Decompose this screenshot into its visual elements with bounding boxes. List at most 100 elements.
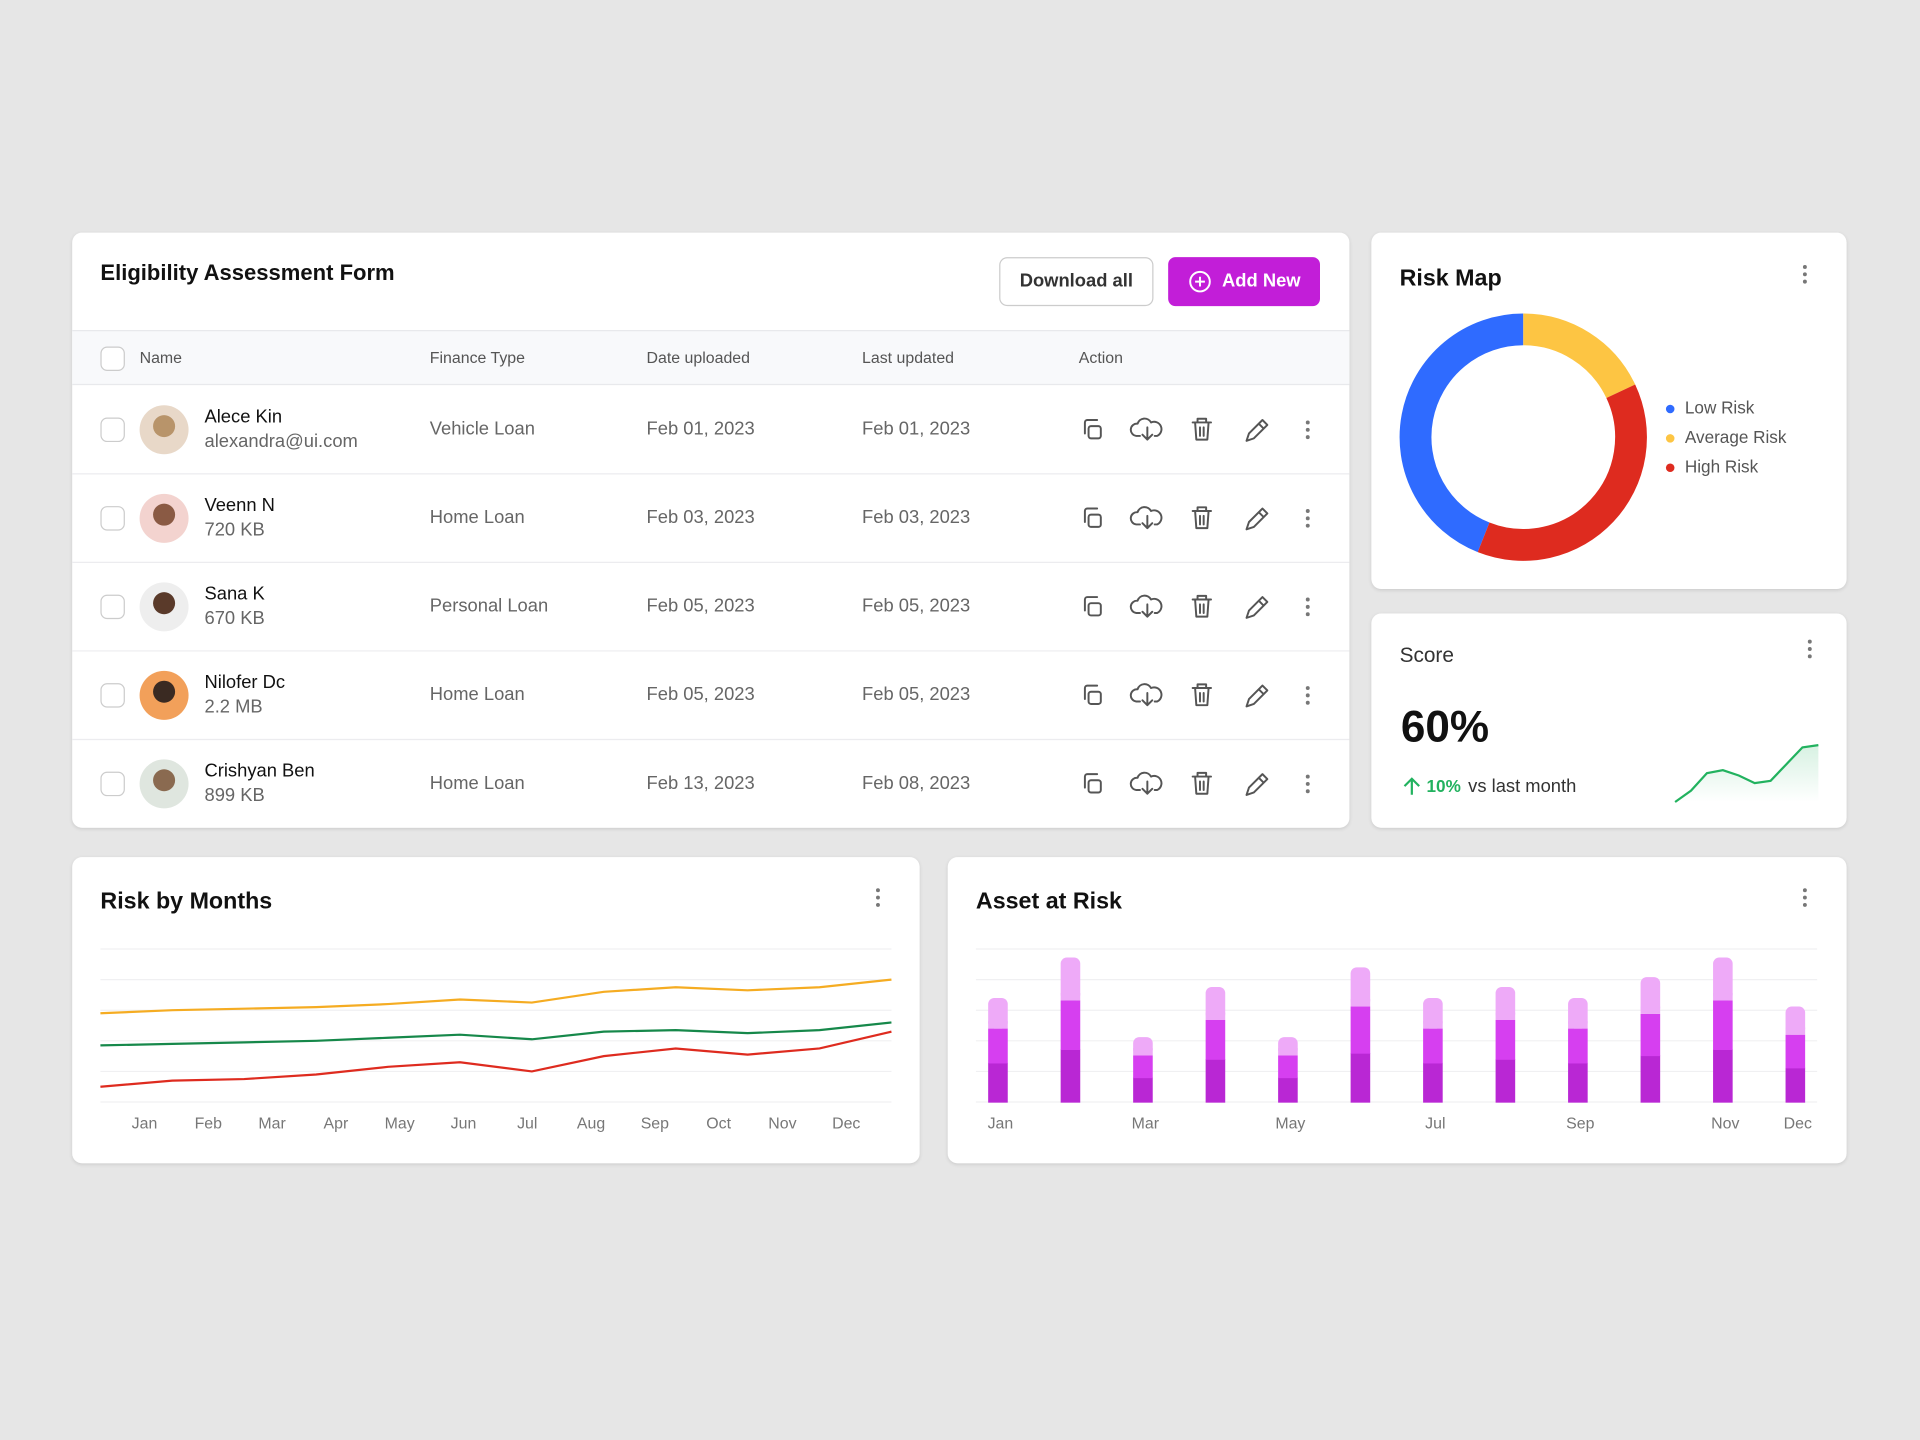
bar-segment-base (1713, 993, 1733, 1001)
copy-icon[interactable] (1083, 684, 1099, 701)
bar-segment (1060, 1049, 1081, 1103)
menu-dot[interactable] (1802, 264, 1807, 269)
menu-dot[interactable] (1305, 435, 1310, 440)
score-change: 10% (1427, 776, 1461, 796)
card-title: Risk by Months (100, 888, 272, 914)
bar-segment (1495, 1059, 1516, 1103)
menu-dot[interactable] (876, 895, 880, 900)
x-tick-label: Sep (1566, 1115, 1594, 1132)
column-header: Action (1079, 350, 1123, 367)
menu-dot[interactable] (1305, 693, 1310, 698)
copy-icon[interactable] (1087, 779, 1102, 794)
edit-icon[interactable] (1245, 507, 1269, 531)
checkbox[interactable] (100, 594, 125, 620)
row-cell: Feb 03, 2023 (862, 506, 970, 527)
bar-segment (1278, 1055, 1298, 1079)
menu-dot[interactable] (1305, 789, 1310, 794)
download-icon[interactable] (1129, 771, 1163, 795)
bar-segment-base (1350, 999, 1371, 1007)
line-series (100, 978, 892, 1015)
menu-dot[interactable] (1305, 420, 1310, 425)
legend-dot (1665, 404, 1675, 414)
download-button[interactable] (999, 257, 1154, 307)
bar-segment (1423, 1028, 1443, 1064)
menu-dot[interactable] (1802, 279, 1807, 284)
bar-segment (1785, 1067, 1806, 1103)
copy-icon[interactable] (1083, 596, 1099, 612)
edit-icon[interactable] (1245, 684, 1269, 708)
bar-segment-base (1640, 1006, 1661, 1014)
menu-dot[interactable] (1305, 523, 1310, 528)
copy-icon[interactable] (1083, 419, 1099, 435)
menu-dot[interactable] (1305, 597, 1310, 602)
menu-dot[interactable] (1305, 427, 1310, 432)
sparkline-area (1675, 745, 1819, 803)
x-tick-label: Dec (1784, 1115, 1812, 1132)
download-icon[interactable] (1129, 506, 1163, 530)
copy-icon[interactable] (1087, 513, 1102, 528)
menu-dot[interactable] (1807, 647, 1812, 651)
bar-segment (1350, 1006, 1371, 1054)
checkbox[interactable] (100, 417, 125, 443)
copy-icon[interactable] (1083, 507, 1099, 523)
card-title: Score (1400, 644, 1454, 667)
row-cell: Home Loan (430, 772, 525, 793)
bar-segment (1060, 1000, 1081, 1050)
delete-icon[interactable] (1191, 417, 1213, 441)
menu-dot[interactable] (1802, 888, 1807, 893)
bar-segment (1785, 1034, 1806, 1069)
menu-dot[interactable] (1802, 895, 1807, 900)
copy-icon[interactable] (1083, 773, 1099, 789)
row-name: Crishyan Ben (204, 760, 314, 781)
x-tick-label: Mar (1132, 1115, 1160, 1132)
menu-dot[interactable] (876, 888, 880, 893)
edit-icon[interactable] (1245, 596, 1269, 619)
edit-icon[interactable] (1245, 419, 1269, 442)
menu-dot[interactable] (1305, 604, 1310, 609)
menu-dot[interactable] (1305, 700, 1310, 705)
row-sub: 670 KB (204, 607, 264, 628)
menu-dot[interactable] (1802, 272, 1807, 277)
delete-icon[interactable] (1191, 683, 1213, 707)
download-icon[interactable] (1129, 683, 1163, 707)
menu-dot[interactable] (1305, 774, 1310, 779)
menu-dot[interactable] (1807, 639, 1812, 644)
x-tick-label: Jul (1425, 1115, 1445, 1132)
delete-icon[interactable] (1191, 594, 1213, 618)
menu-dot[interactable] (1305, 516, 1310, 521)
menu-dot[interactable] (1305, 509, 1310, 513)
checkbox[interactable] (100, 771, 125, 797)
add-icon-plus[interactable] (1195, 276, 1205, 287)
menu-dot[interactable] (1305, 781, 1310, 786)
add-button-label[interactable]: Add New (1222, 269, 1301, 290)
bar-segment (988, 1062, 1008, 1103)
menu-dot[interactable] (1802, 902, 1807, 907)
row-cell: Home Loan (430, 683, 525, 704)
up-arrow (1403, 777, 1420, 795)
add-icon[interactable] (1189, 270, 1211, 293)
checkbox[interactable] (100, 683, 125, 708)
add-button[interactable] (1168, 257, 1320, 307)
copy-icon[interactable] (1087, 425, 1102, 440)
checkbox[interactable] (100, 506, 125, 531)
x-tick-label: Nov (768, 1115, 796, 1132)
bar-segment (1713, 1049, 1733, 1103)
download-button-label[interactable]: Download all (1020, 269, 1133, 290)
menu-dot[interactable] (1807, 654, 1812, 659)
menu-dot[interactable] (1305, 612, 1310, 617)
menu-dot[interactable] (1305, 686, 1310, 691)
line-series (100, 1021, 892, 1047)
download-icon[interactable] (1129, 594, 1163, 618)
delete-icon[interactable] (1191, 506, 1213, 530)
copy-icon[interactable] (1087, 602, 1102, 617)
bar-segment (988, 997, 1008, 1029)
bar-segment-base (988, 1021, 1008, 1029)
checkbox[interactable] (100, 346, 125, 372)
copy-icon[interactable] (1087, 690, 1102, 705)
delete-icon[interactable] (1191, 771, 1213, 795)
menu-dot[interactable] (876, 902, 880, 907)
download-icon[interactable] (1129, 417, 1163, 441)
edit-icon[interactable] (1245, 773, 1269, 796)
row-name: Alece Kin (204, 405, 282, 426)
